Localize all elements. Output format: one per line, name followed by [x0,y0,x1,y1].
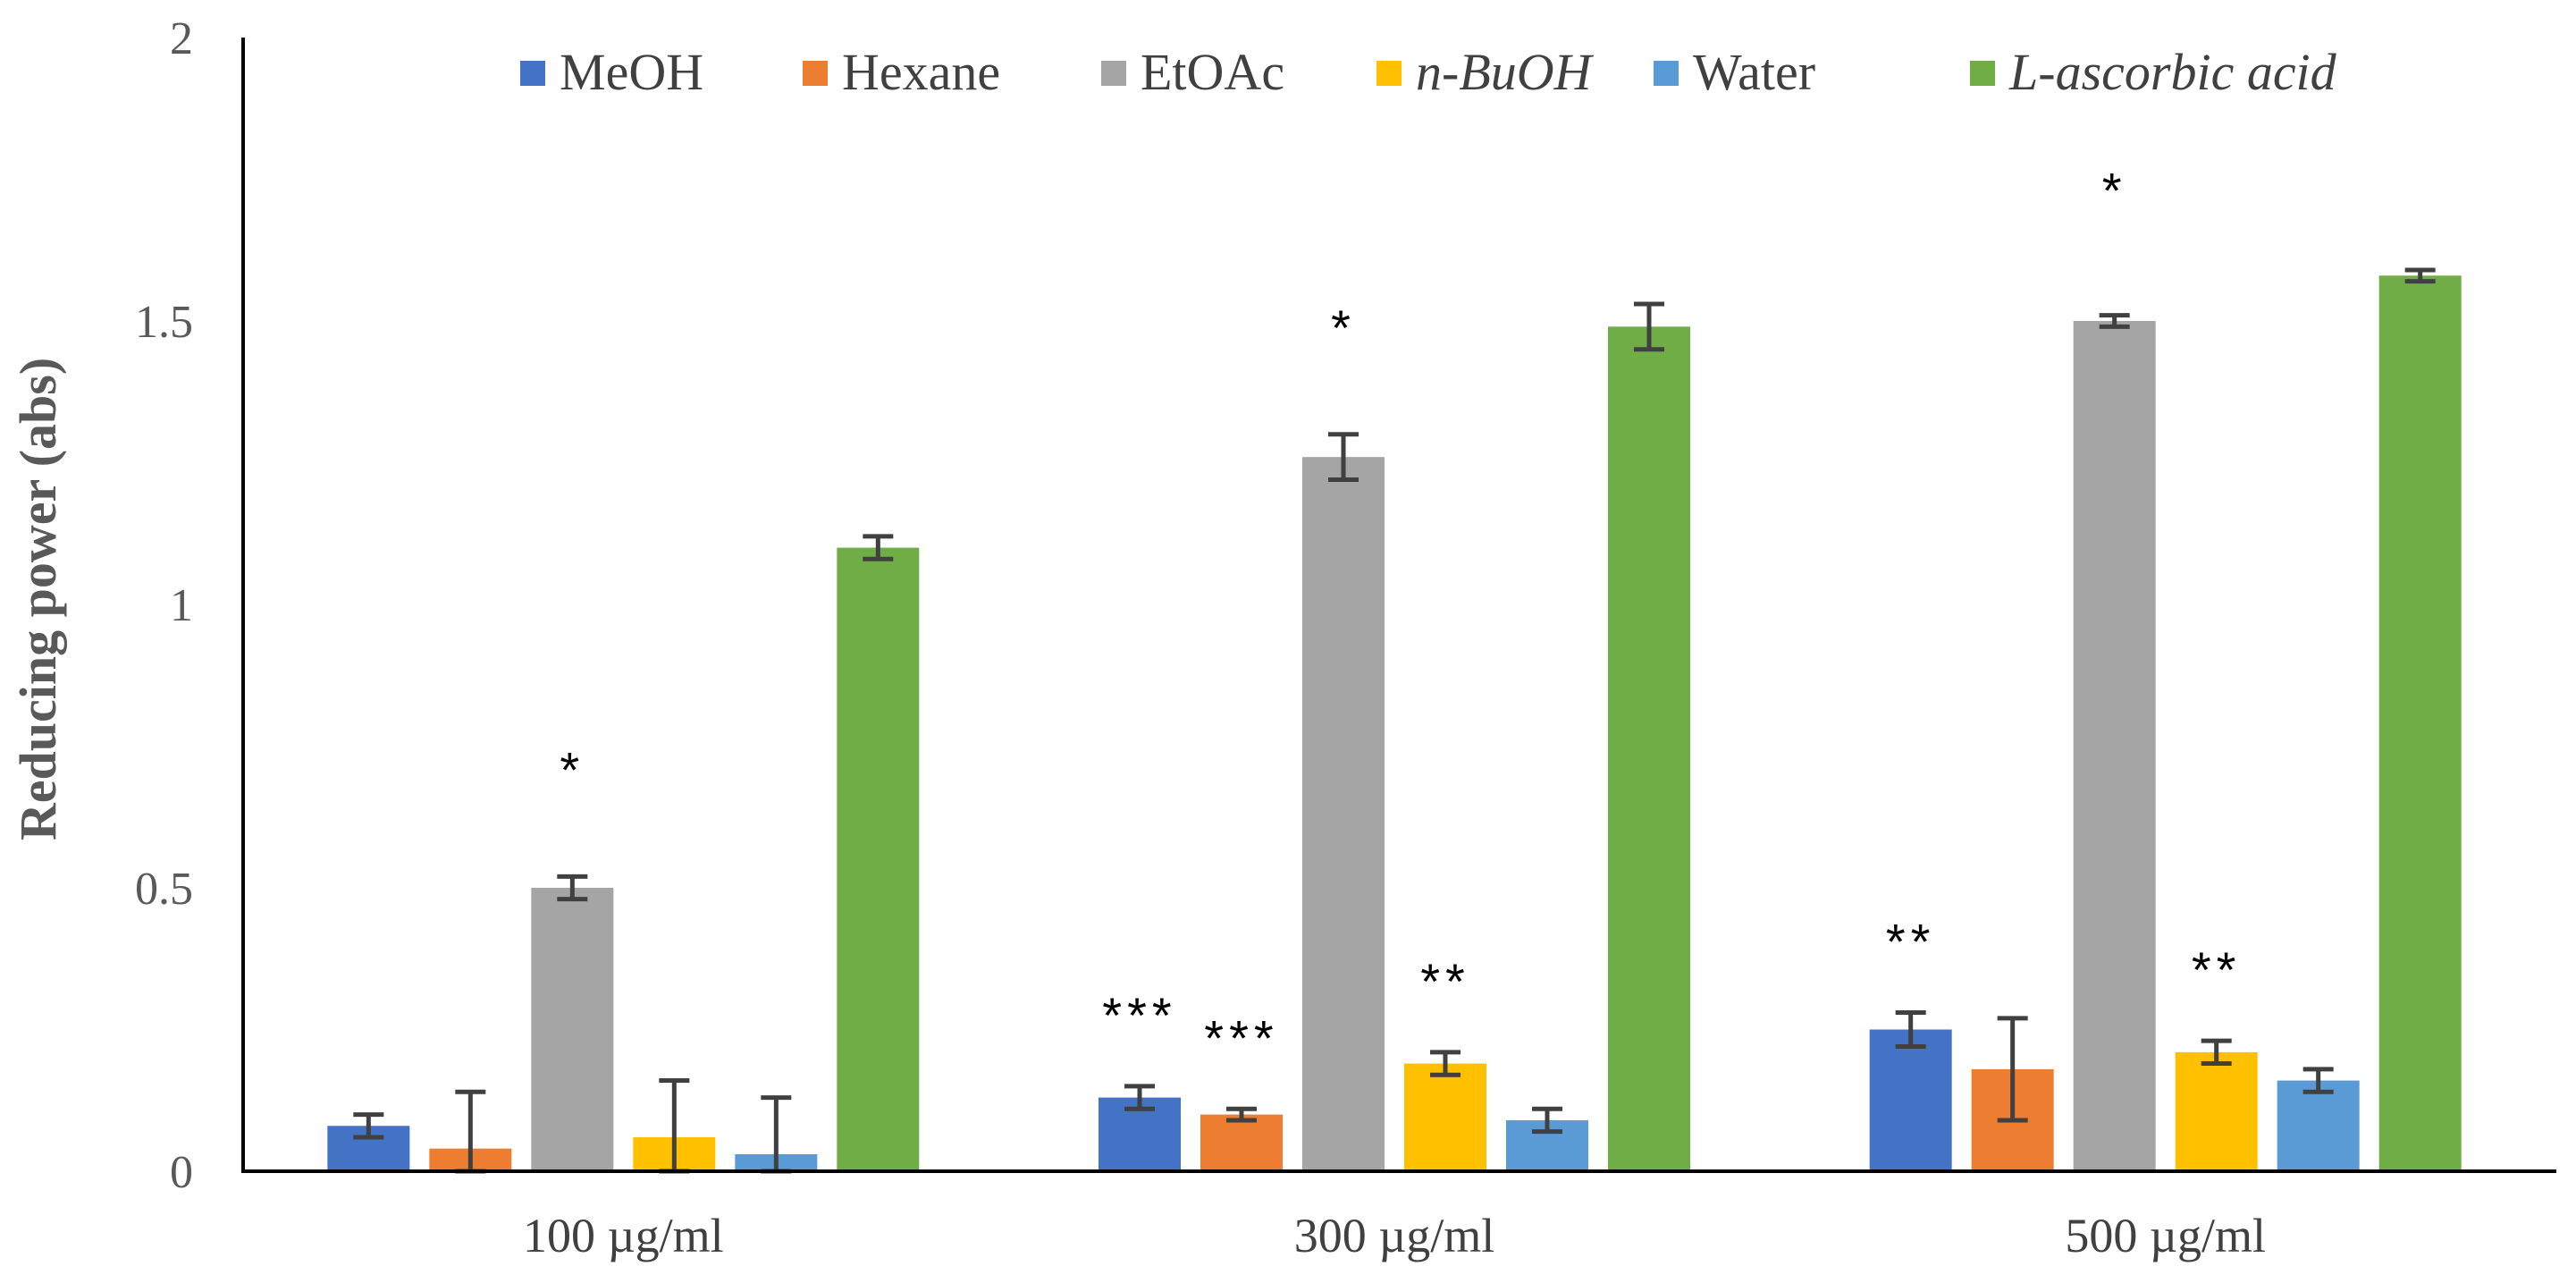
legend-label: Hexane [842,43,1000,101]
significance-marker: ** [1886,913,1936,969]
error-bar [1328,432,1359,483]
chart-legend: MeOH Hexane EtOAc n-BuOH Water L-ascorbic aci… [520,43,2337,101]
bar-hexane [1200,1114,1283,1171]
legend-item: Hexane [803,43,1000,101]
chart-bars [327,275,2462,1172]
error-bar [2099,313,2130,329]
legend-item: L-ascorbic acid [1970,43,2337,101]
legend-label: n-BuOH [1416,43,1595,101]
legend-label: MeOH [560,43,703,101]
x-category-label: 100 µg/ml [523,1209,724,1262]
legend-swatch [1101,61,1126,86]
bar-meoh [1869,1029,1952,1171]
error-bar [2302,1067,2334,1094]
legend-swatch [520,61,545,86]
legend-item: Water [1654,43,1815,101]
x-category-label: 500 µg/ml [2065,1209,2266,1262]
bar-l-ascorbic-acid [2378,275,2462,1171]
significance-marker: * [1331,300,1356,356]
legend-swatch [803,61,828,86]
legend-item: n-BuOH [1376,43,1595,101]
bar-water [2277,1080,2360,1171]
error-bar [2404,267,2436,284]
error-bar [1895,1009,1926,1050]
y-axis-ticks: 0 0.5 1 1.5 2 [135,13,193,1198]
error-bar [1226,1106,1257,1123]
y-tick-label: 0 [170,1147,193,1198]
bar-l-ascorbic-acid [1608,326,1690,1172]
error-bar [1430,1050,1461,1077]
x-category-label: 300 µg/ml [1294,1209,1495,1262]
y-tick-label: 0.5 [135,864,193,915]
legend-item: EtOAc [1101,43,1284,101]
y-tick-label: 1.5 [135,297,193,348]
error-bar [1997,1016,2028,1123]
significance-annotations: **** *********** [560,163,2242,1067]
legend-label: Water [1693,43,1815,101]
legend-item: MeOH [520,43,703,101]
legend-swatch [1654,61,1679,86]
error-bar [863,534,894,561]
legend-label: L-ascorbic acid [2008,43,2337,101]
error-bar [1532,1106,1562,1135]
legend-label: EtOAc [1141,43,1284,101]
significance-marker: * [2102,163,2127,219]
error-bar [557,874,588,902]
legend-swatch [1970,61,1995,86]
error-bar [1124,1084,1155,1111]
bar-etoac [2073,321,2156,1171]
significance-marker: ** [2192,941,2242,998]
error-bar [353,1112,384,1140]
legend-swatch [1376,61,1402,86]
y-tick-label: 2 [170,13,193,64]
significance-marker: * [560,741,585,798]
bar-n-buoh [1404,1063,1486,1171]
chart-error-bars [353,267,2436,1174]
y-tick-label: 1 [170,580,193,631]
bar-etoac [531,888,614,1171]
x-axis-category-labels: 100 µg/ml 300 µg/ml 500 µg/ml [523,1209,2266,1262]
significance-marker: *** [1204,1009,1278,1066]
bar-etoac [1302,457,1385,1171]
bar-n-buoh [2175,1051,2258,1171]
y-axis-title: Reducing power (abs) [9,358,67,840]
significance-marker: *** [1102,987,1176,1043]
error-bar [2201,1038,2232,1067]
significance-marker: ** [1420,953,1470,1009]
bar-l-ascorbic-acid [837,547,920,1171]
error-bar [1634,301,1664,352]
